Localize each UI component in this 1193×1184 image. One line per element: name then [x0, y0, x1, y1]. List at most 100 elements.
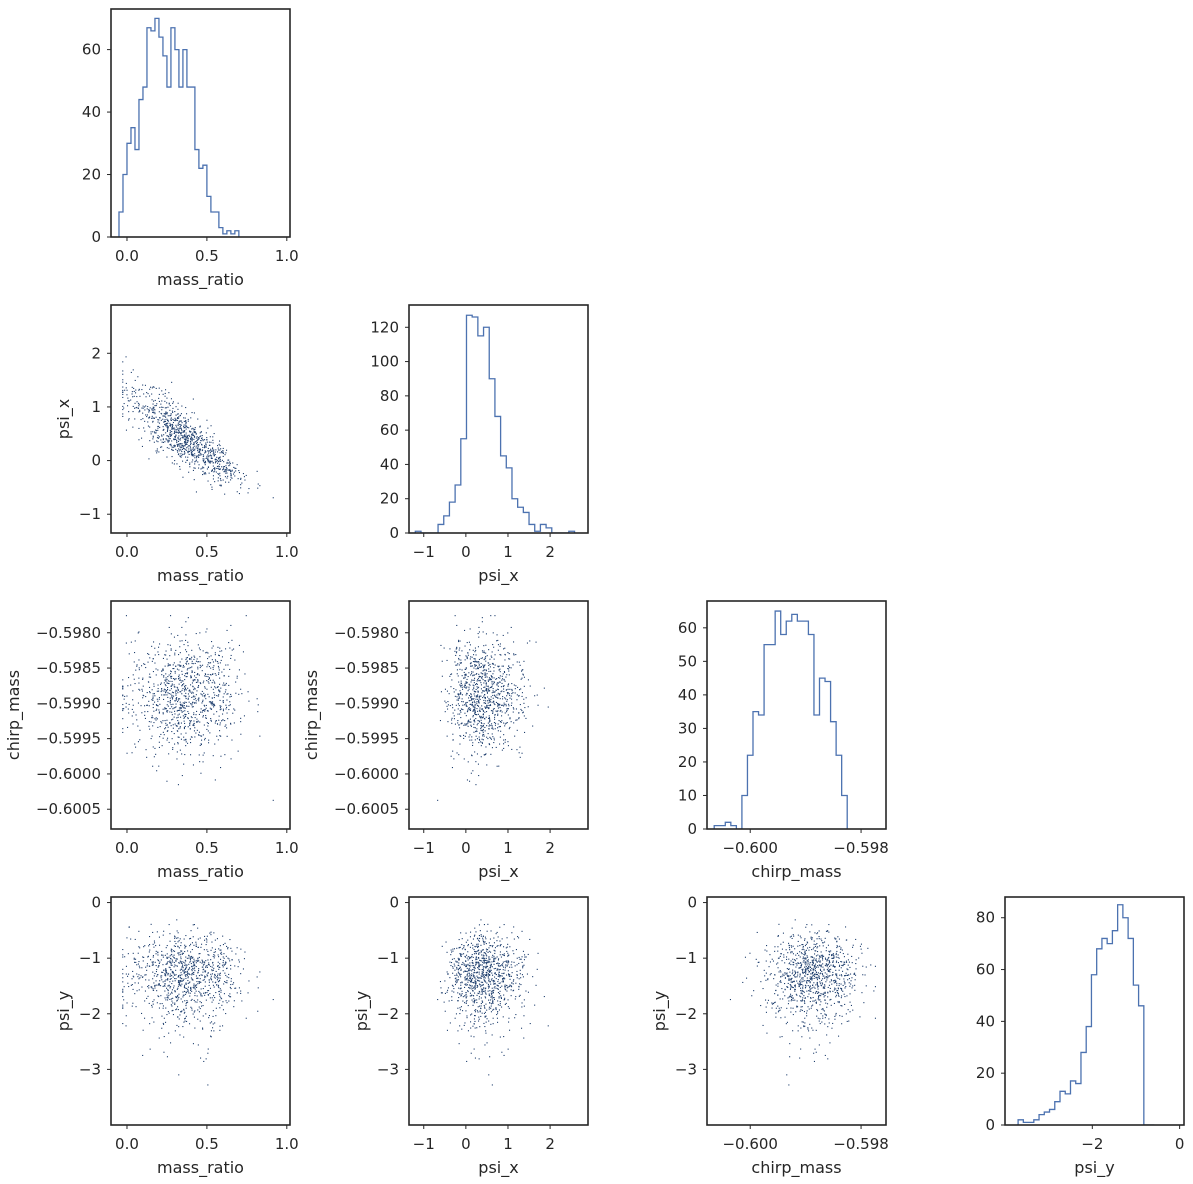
scatter-point [158, 711, 160, 713]
scatter-point [483, 665, 485, 667]
scatter-point [192, 1043, 194, 1045]
scatter-point [198, 449, 200, 451]
scatter-point [215, 1007, 217, 1009]
scatter-point [195, 698, 197, 700]
scatter-point [179, 703, 181, 705]
scatter-point [225, 664, 227, 666]
scatter-point [230, 624, 232, 626]
scatter-point [502, 673, 504, 675]
scatter-point [497, 702, 499, 704]
scatter-point [152, 765, 154, 767]
scatter-point [183, 736, 185, 738]
scatter-point [205, 966, 207, 968]
scatter-point [526, 642, 528, 644]
scatter-point [144, 1000, 146, 1002]
scatter-point [187, 718, 189, 720]
scatter-point [479, 695, 481, 697]
scatter-point [181, 640, 183, 642]
scatter-point [133, 958, 135, 960]
scatter-point [230, 472, 232, 474]
scatter-point [488, 698, 490, 700]
scatter-point [521, 710, 523, 712]
scatter-point [491, 1084, 493, 1086]
scatter-point [185, 440, 187, 442]
scatter-point [523, 1037, 525, 1039]
scatter-point [219, 945, 221, 947]
scatter-point [454, 974, 456, 976]
scatter-point [492, 688, 494, 690]
scatter-point [188, 973, 190, 975]
scatter-point [522, 674, 524, 676]
scatter-point [136, 664, 138, 666]
scatter-point [218, 715, 220, 717]
scatter-point [191, 970, 193, 972]
scatter-point [472, 689, 474, 691]
scatter-point [505, 964, 507, 966]
scatter-point [472, 742, 474, 744]
scatter-point [205, 652, 207, 654]
scatter-point [152, 964, 154, 966]
scatter-point [478, 949, 480, 951]
scatter-point [467, 956, 469, 958]
scatter-point [182, 967, 184, 969]
scatter-point [189, 956, 191, 958]
x-tick-label: 0 [461, 839, 471, 857]
scatter-point [175, 1009, 177, 1011]
scatter-point [228, 1000, 230, 1002]
scatter-point [171, 731, 173, 733]
scatter-point [190, 721, 192, 723]
scatter-point [206, 722, 208, 724]
scatter-point [191, 703, 193, 705]
scatter-point [130, 984, 132, 986]
scatter-point [171, 696, 173, 698]
scatter-point [152, 1003, 154, 1005]
scatter-point [490, 737, 492, 739]
scatter-point [478, 964, 480, 966]
scatter-point [166, 719, 168, 721]
scatter-point [177, 445, 179, 447]
scatter-point [482, 673, 484, 675]
scatter-point [135, 958, 137, 960]
scatter-point [180, 956, 182, 958]
scatter-point [212, 448, 214, 450]
scatter-point [154, 431, 156, 433]
scatter-point [484, 977, 486, 979]
scatter-point [488, 942, 490, 944]
scatter-point [158, 697, 160, 699]
scatter-point [173, 445, 175, 447]
scatter-point [164, 974, 166, 976]
scatter-point [177, 998, 179, 1000]
scatter-point [471, 979, 473, 981]
scatter-point [207, 673, 209, 675]
scatter-point [488, 960, 490, 962]
scatter-point [491, 992, 493, 994]
scatter-point [166, 678, 168, 680]
scatter-point [459, 727, 461, 729]
scatter-point [185, 983, 187, 985]
scatter-point [219, 662, 221, 664]
scatter-point [248, 980, 250, 982]
scatter-point [487, 951, 489, 953]
scatter-point [184, 716, 186, 718]
scatter-point [256, 470, 258, 472]
scatter-point [194, 986, 196, 988]
scatter-point [481, 708, 483, 710]
scatter-point [195, 660, 197, 662]
scatter-point [214, 743, 216, 745]
scatter-point [197, 927, 199, 929]
scatter-point [493, 700, 495, 702]
x-tick-label: 0.5 [195, 1135, 219, 1153]
scatter-point [484, 676, 486, 678]
scatter-point [492, 632, 494, 634]
scatter-point [476, 686, 478, 688]
scatter-point [519, 689, 521, 691]
scatter-point [173, 733, 175, 735]
scatter-point [505, 676, 507, 678]
scatter-point [155, 984, 157, 986]
scatter-point [234, 659, 236, 661]
scatter-point [491, 677, 493, 679]
scatter-point [184, 673, 186, 675]
scatter-point [196, 977, 198, 979]
scatter-point [222, 702, 224, 704]
scatter-point [155, 965, 157, 967]
